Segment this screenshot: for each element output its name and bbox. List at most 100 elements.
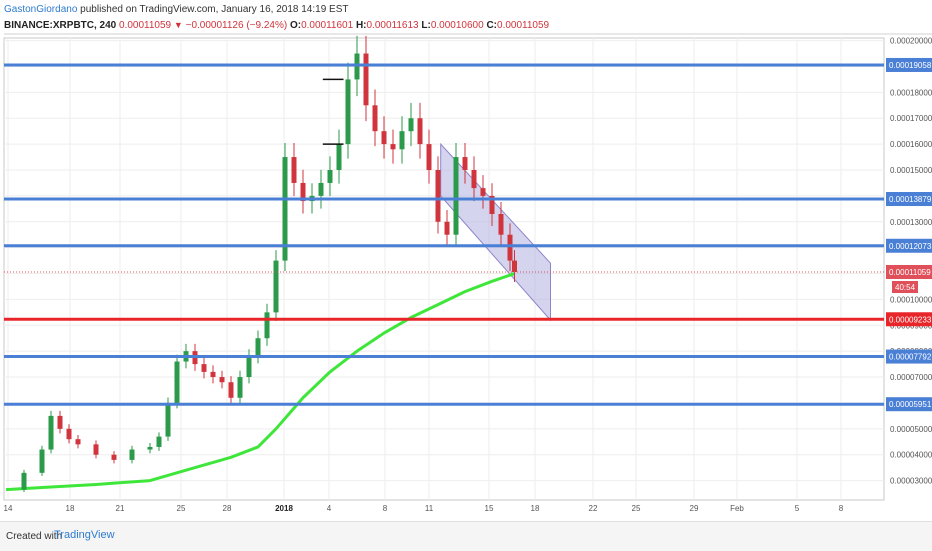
low-value: 0.00010600 <box>430 20 484 31</box>
level-price-tag <box>886 349 932 364</box>
level-price-tag <box>886 192 932 207</box>
x-tick-label: 11 <box>425 504 434 513</box>
y-tick-label: 0.00018000 <box>890 88 932 97</box>
y-tick-label: 0.00013000 <box>890 218 932 227</box>
author-link[interactable]: GastonGiordano <box>4 4 78 15</box>
open-value: 0.00011601 <box>301 20 354 31</box>
level-price-label: 0.00009233 <box>889 315 932 324</box>
candle-body <box>246 356 252 378</box>
publish-info: GastonGiordano published on TradingView.… <box>4 4 349 15</box>
symbol-info-bar: BINANCE:XRPBTC, 240 0.00011059 ▼ −0.0000… <box>4 20 549 31</box>
high-value: 0.00011613 <box>366 20 419 31</box>
level-price-label: 0.00019058 <box>889 61 932 70</box>
x-tick-label: 22 <box>589 504 598 513</box>
candle-body <box>174 361 180 403</box>
candle-body <box>381 131 387 145</box>
x-tick-label: 29 <box>690 504 699 513</box>
candle-body <box>426 144 432 170</box>
candle-body <box>489 195 495 214</box>
candle-body <box>228 382 234 398</box>
last-price-tag <box>886 265 932 280</box>
x-tick-label: 28 <box>223 504 232 513</box>
high-label: H: <box>355 20 367 31</box>
candle-body <box>512 260 517 272</box>
symbol-label[interactable]: BINANCE:XRPBTC, 240 <box>4 20 117 31</box>
y-tick-label: 0.00015000 <box>890 166 932 175</box>
candle-body <box>219 377 225 383</box>
candle-body <box>48 415 54 450</box>
close-label: C: <box>486 20 498 31</box>
tradingview-brand-link[interactable]: TradingView <box>54 529 115 541</box>
level-price-tag <box>886 57 932 72</box>
level-price-label: 0.00005951 <box>889 400 932 409</box>
y-tick-label: 0.00010000 <box>890 295 932 304</box>
candle-body <box>300 182 306 202</box>
x-tick-label: 14 <box>4 504 13 513</box>
level-price-tag <box>886 397 932 412</box>
candle-body <box>21 472 27 490</box>
level-price-label: 0.00007792 <box>889 353 932 362</box>
candle-body <box>264 312 270 339</box>
candle-body <box>372 105 378 132</box>
candle-body <box>462 157 468 170</box>
candle-body <box>327 170 333 183</box>
countdown-tag <box>892 281 918 294</box>
candle-body <box>480 188 486 196</box>
x-tick-label: 5 <box>795 504 800 513</box>
x-tick-label: 8 <box>839 504 844 513</box>
candle-body <box>57 415 63 429</box>
candle-body <box>39 449 45 473</box>
candle-body <box>66 428 72 440</box>
candle-body <box>210 371 216 378</box>
candle-body <box>273 260 279 313</box>
x-tick-label: 8 <box>383 504 388 513</box>
y-tick-label: 0.00020000 <box>890 37 932 46</box>
published-text: published on TradingView.com, January 16… <box>80 4 349 15</box>
x-tick-label: 18 <box>66 504 75 513</box>
created-with-text: Created with <box>6 531 63 542</box>
open-label: O: <box>289 20 302 31</box>
down-arrow-icon: ▼ <box>173 20 183 30</box>
price-change: −0.00001126 (−9.24%) <box>185 20 288 31</box>
candle-body <box>111 454 117 460</box>
last-price-label: 0.00011059 <box>889 268 931 277</box>
y-tick-label: 0.00004000 <box>890 451 932 460</box>
candle-body <box>129 449 135 460</box>
candle-body <box>354 53 360 80</box>
x-tick-label: 25 <box>177 504 186 513</box>
plot-frame <box>3 37 885 501</box>
candle-body <box>93 444 99 455</box>
candle-body <box>282 157 288 261</box>
price-chart[interactable]: 0.000200000.000190000.000180000.00017000… <box>0 0 932 521</box>
candle-body <box>507 234 513 261</box>
candle-body <box>291 157 297 183</box>
candle-body <box>165 402 171 437</box>
candle-body <box>363 53 369 106</box>
candle-body <box>345 79 351 145</box>
countdown-label: 40:54 <box>895 283 916 292</box>
candle-body <box>318 182 324 196</box>
candle-body <box>255 338 261 357</box>
level-price-label: 0.00012073 <box>889 242 932 251</box>
x-tick-label: 2018 <box>275 504 293 513</box>
candle-body <box>408 118 414 132</box>
candle-body <box>471 170 477 189</box>
x-tick-label: 25 <box>632 504 641 513</box>
low-label: L: <box>421 20 431 31</box>
candle-body <box>390 144 396 150</box>
x-tick-label: 18 <box>531 504 540 513</box>
candle-body <box>498 214 504 235</box>
x-tick-label: 4 <box>327 504 332 513</box>
level-price-tag <box>886 238 932 253</box>
candle-body <box>147 446 153 450</box>
candle-body <box>399 131 405 150</box>
y-tick-label: 0.00005000 <box>890 425 932 434</box>
y-tick-label: 0.00017000 <box>890 114 932 123</box>
close-value: 0.00011059 <box>497 20 550 31</box>
footer: Created with TradingView <box>0 521 932 551</box>
candle-body <box>444 221 450 235</box>
x-tick-label: 15 <box>485 504 494 513</box>
level-price-label: 0.00013879 <box>889 195 932 204</box>
y-tick-label: 0.00003000 <box>890 477 932 486</box>
